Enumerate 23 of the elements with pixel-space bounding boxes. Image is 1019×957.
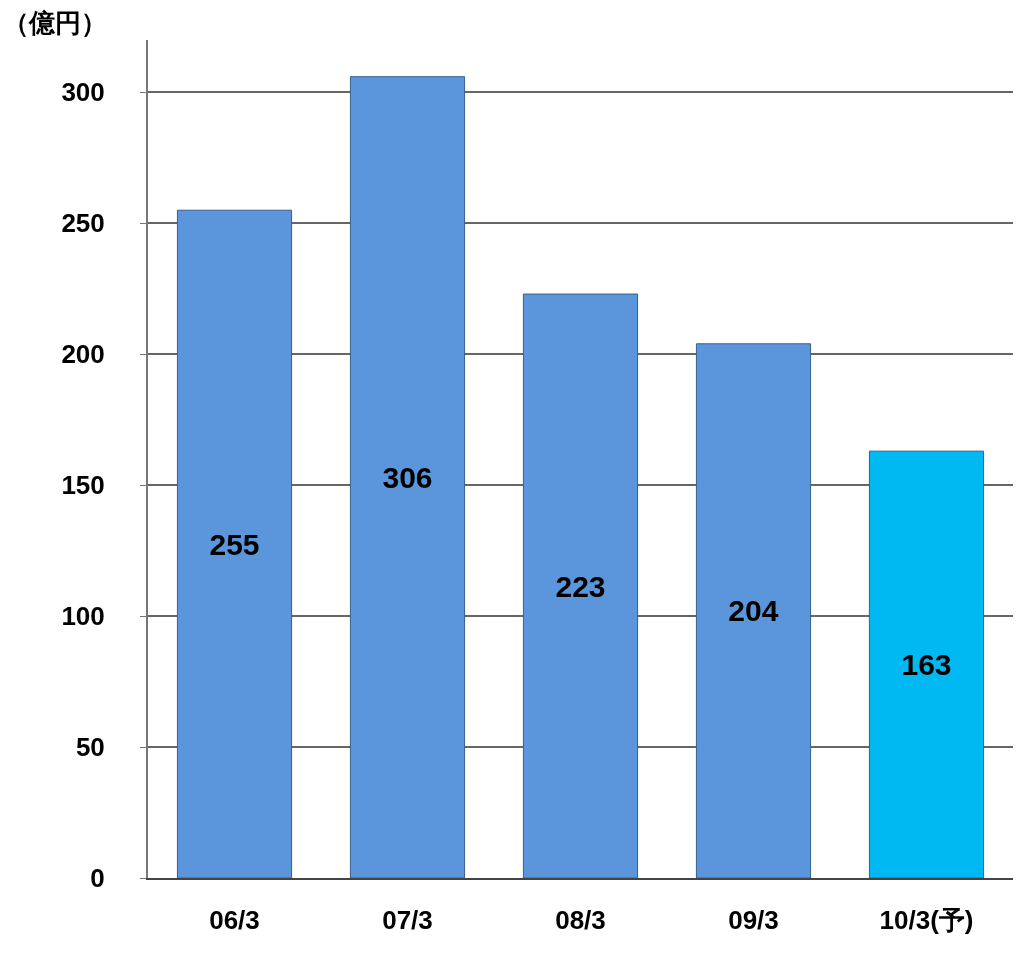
y-tick-label: 150	[61, 470, 105, 501]
x-tick-label: 07/3	[382, 905, 433, 936]
x-tick-label: 06/3	[209, 905, 260, 936]
bar	[176, 209, 293, 878]
bar	[695, 343, 812, 878]
y-tick-label: 100	[61, 601, 105, 632]
bar	[522, 293, 639, 878]
bar	[868, 450, 985, 878]
x-tick-label: 08/3	[555, 905, 606, 936]
data-label: 255	[209, 527, 260, 561]
x-tick-label: 09/3	[728, 905, 779, 936]
y-axis-title: （億円）	[3, 8, 107, 38]
y-tick-label: 250	[61, 208, 105, 239]
y-tick-label: 300	[61, 77, 105, 108]
data-label: 223	[555, 569, 606, 603]
data-label: 204	[728, 594, 779, 628]
data-label: 306	[382, 460, 433, 494]
x-tick-label: 10/3(予)	[879, 905, 974, 936]
data-label: 163	[901, 648, 952, 682]
y-tick-label: 0	[90, 863, 105, 894]
y-tick-label: 50	[75, 732, 105, 763]
y-tick-label: 200	[61, 339, 105, 370]
bar	[349, 76, 466, 878]
